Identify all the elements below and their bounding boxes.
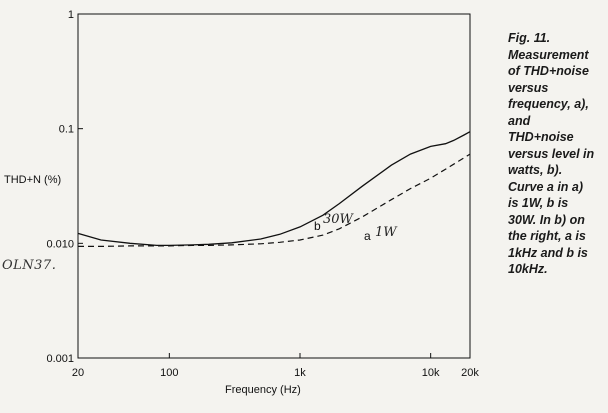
x-tick-label: 20k xyxy=(461,367,479,379)
caption-line: Curve a in a) xyxy=(508,179,584,194)
caption-line: versus xyxy=(508,80,549,95)
y-tick-label: 0.010 xyxy=(46,238,74,250)
x-tick-label: 10k xyxy=(422,367,440,379)
caption-line: THD+noise xyxy=(508,130,574,144)
caption-line: Fig. 11. xyxy=(508,31,551,45)
x-tick-label: 1k xyxy=(294,367,306,379)
series-handwritten-b: 30W xyxy=(323,212,355,227)
x-tick-label: 100 xyxy=(160,367,178,379)
series-line-a xyxy=(78,153,471,247)
x-tick-label: 20 xyxy=(72,367,84,379)
caption-line: Measurement xyxy=(508,47,589,62)
x-axis-label: Frequency (Hz) xyxy=(225,384,301,396)
y-tick-label: 0.1 xyxy=(59,124,74,136)
caption-line: frequency, a), xyxy=(508,97,589,111)
y-tick-label: 0.001 xyxy=(46,353,74,365)
caption-line: and xyxy=(508,113,531,128)
caption-line: is 1W, b is xyxy=(508,196,569,210)
series-label-a: a xyxy=(364,229,371,243)
caption-line: versus level in xyxy=(508,146,595,161)
caption-line: 10kHz. xyxy=(508,262,548,276)
series-label-b: b xyxy=(314,219,321,233)
caption-line: 30W. In b) on xyxy=(508,212,585,227)
caption-line: of THD+noise xyxy=(508,64,589,78)
caption-line: 1kHz and b is xyxy=(508,245,588,260)
caption-line: watts, b). xyxy=(508,163,563,177)
plot-frame xyxy=(77,13,471,359)
y-axis-label: THD+N (%) xyxy=(4,174,62,186)
caption-line: the right, a is xyxy=(508,229,586,243)
figure-caption: Fig. 11. Measurement of THD+noise versus… xyxy=(508,30,606,278)
handwritten-note: OLN37. xyxy=(2,258,57,273)
series-handwritten-a: 1W xyxy=(375,225,398,240)
y-tick-label: 1 xyxy=(68,9,74,21)
